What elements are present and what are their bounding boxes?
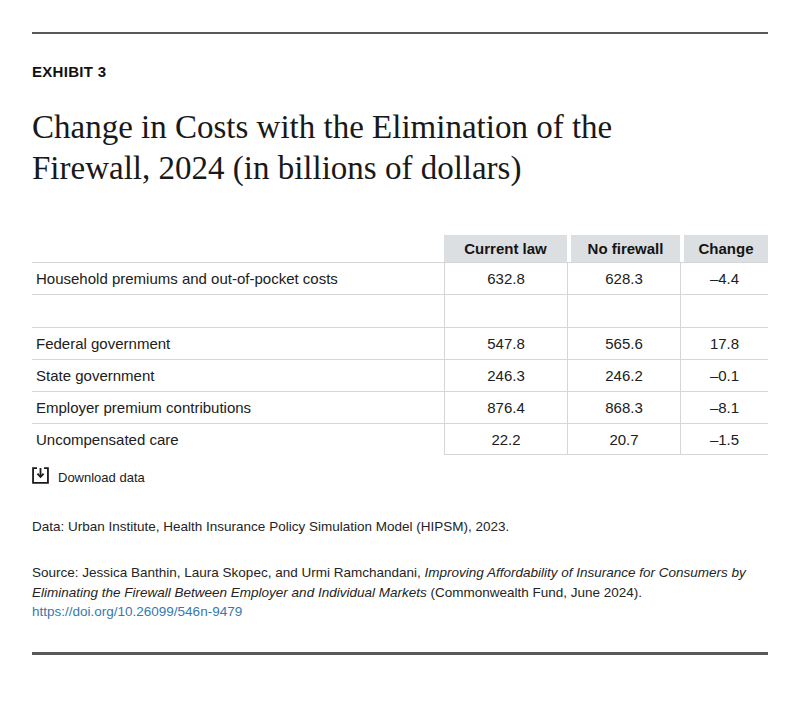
page-title-line1: Change in Costs with the Elimination of … [32,107,768,148]
no-firewall-cell: 20.7 [567,423,680,455]
top-rule [32,32,768,34]
current-law-cell: 547.8 [444,327,567,359]
row-label-cell: Employer premium contributions [32,391,444,423]
change-cell: 17.8 [680,327,768,359]
table-row: Federal government 547.8 565.6 17.8 [32,327,768,359]
page-title-line2: Firewall, 2024 (in billions of dollars) [32,148,768,189]
bottom-rule [32,652,768,655]
page-title: Change in Costs with the Elimination of … [32,107,768,189]
exhibit-page: EXHIBIT 3 Change in Costs with the Elimi… [0,32,800,655]
change-cell: –1.5 [680,423,768,455]
table-row: Household premiums and out-of-pocket cos… [32,262,768,294]
column-header-no-firewall: No firewall [571,235,680,262]
row-label-cell: State government [32,359,444,391]
download-data-label: Download data [58,470,145,485]
doi-link[interactable]: https://doi.org/10.26099/546n-9479 [32,604,242,619]
source-note: Source: Jessica Banthin, Laura Skopec, a… [32,563,768,622]
current-law-cell [444,294,567,327]
download-data-button[interactable]: Download data [32,467,145,488]
data-note-text: Data: Urban Institute, Health Insurance … [32,519,509,534]
no-firewall-cell: 628.3 [567,262,680,294]
current-law-cell: 246.3 [444,359,567,391]
exhibit-table: Current law No firewall Change Household… [32,235,768,455]
table-row: Employer premium contributions 876.4 868… [32,391,768,423]
row-label-cell: Federal government [32,327,444,359]
no-firewall-cell: 565.6 [567,327,680,359]
current-law-cell: 22.2 [444,423,567,455]
change-cell: –0.1 [680,359,768,391]
source-note-prefix: Source: Jessica Banthin, Laura Skopec, a… [32,565,424,580]
change-cell: –4.4 [680,262,768,294]
table-spacer-row [32,294,768,327]
data-note: Data: Urban Institute, Health Insurance … [32,519,768,534]
row-label-cell [32,294,444,327]
table-header-row: Current law No firewall Change [32,235,768,262]
table-row: Uncompensated care 22.2 20.7 –1.5 [32,423,768,455]
row-label-cell: Household premiums and out-of-pocket cos… [32,262,444,294]
change-cell: –8.1 [680,391,768,423]
current-law-cell: 632.8 [444,262,567,294]
header-empty-cell [32,235,444,262]
current-law-cell: 876.4 [444,391,567,423]
no-firewall-cell: 246.2 [567,359,680,391]
table-row: State government 246.3 246.2 –0.1 [32,359,768,391]
row-label-cell: Uncompensated care [32,423,444,455]
source-note-suffix: (Commonwealth Fund, June 2024). [427,585,642,600]
column-header-current-law: Current law [444,235,567,262]
download-icon [32,467,49,488]
exhibit-number-label: EXHIBIT 3 [32,64,768,80]
column-header-change: Change [684,235,768,262]
no-firewall-cell [567,294,680,327]
change-cell [680,294,768,327]
no-firewall-cell: 868.3 [567,391,680,423]
